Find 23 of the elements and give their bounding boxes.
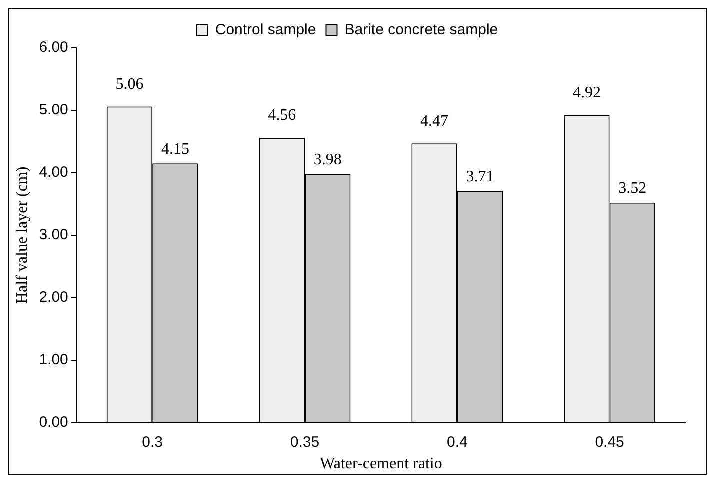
- y-tick-label: 3.00: [39, 226, 68, 244]
- x-tick-label: 0.45: [595, 434, 624, 451]
- data-label: 3.52: [618, 180, 647, 198]
- y-tick-label: 4.00: [39, 164, 68, 182]
- data-label: 5.06: [116, 76, 144, 93]
- x-tick-label: 0.4: [446, 434, 468, 451]
- y-tick-label: 6.00: [39, 39, 68, 56]
- data-label: 4.47: [420, 112, 449, 130]
- x-tick-label: 0.35: [290, 434, 320, 451]
- data-label: 4.92: [572, 84, 601, 102]
- legend-label: Control sample: [215, 22, 316, 39]
- data-label: 4.56: [268, 107, 296, 124]
- y-tick-label: 5.00: [39, 102, 68, 119]
- y-axis-title: Half value layer (cm): [14, 166, 31, 304]
- y-tick-label: 0.00: [39, 414, 68, 431]
- x-tick-label: 0.3: [142, 434, 164, 451]
- data-label: 4.15: [161, 140, 190, 158]
- data-label: 3.71: [466, 168, 494, 186]
- legend-label: Barite concrete sample: [344, 22, 498, 39]
- x-axis-title: Water-cement ratio: [320, 456, 442, 473]
- y-tick-label: 1.00: [39, 351, 68, 368]
- data-label: 3.98: [314, 151, 342, 168]
- y-tick-label: 2.00: [39, 289, 68, 306]
